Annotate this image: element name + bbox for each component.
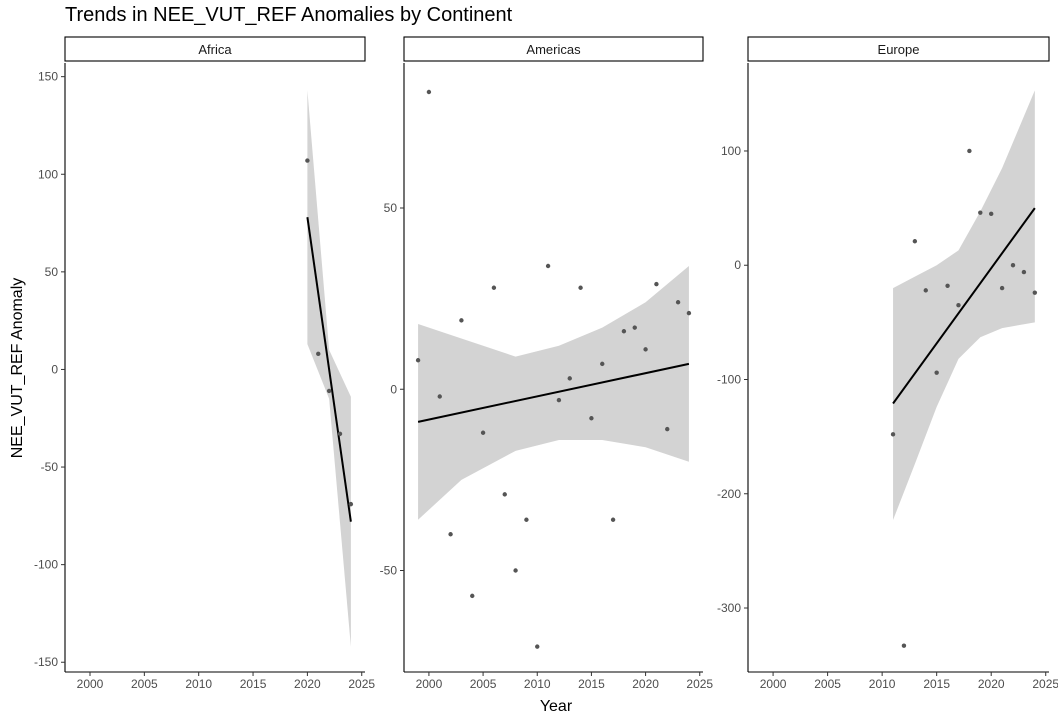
- data-point: [1032, 290, 1038, 295]
- facet-strip-label: Africa: [198, 42, 232, 57]
- y-tick-label: 150: [38, 70, 58, 84]
- x-tick-label: 2010: [185, 677, 212, 691]
- x-tick-label: 2010: [869, 677, 896, 691]
- x-tick-label: 2005: [814, 677, 841, 691]
- data-point: [589, 416, 594, 421]
- trend-line: [417, 362, 690, 423]
- x-tick-label: 2020: [632, 677, 659, 691]
- y-tick-label: -300: [717, 601, 741, 615]
- x-tick-label: 2020: [978, 677, 1005, 691]
- facet-strip-label: Americas: [526, 42, 581, 57]
- x-tick-label: 2000: [760, 677, 787, 691]
- y-tick-label: 100: [721, 144, 741, 158]
- data-point: [988, 211, 994, 217]
- x-tick-label: 2005: [470, 677, 497, 691]
- data-point: [934, 370, 939, 375]
- facet-panel-americas: Americas 2000 2005 2010 2015 2020 2025 -50 0 50: [380, 36, 713, 691]
- x-tick-label: 2025: [1032, 677, 1058, 691]
- data-point: [513, 568, 518, 573]
- data-point: [654, 281, 659, 287]
- y-tick-label: -50: [41, 460, 59, 474]
- facet-strip: [403, 36, 704, 62]
- data-point: [675, 300, 681, 305]
- facet-panel-europe: Europe 2000 2005 2010 2015 2020 2025 -300 -200 -1…: [717, 36, 1058, 691]
- data-point: [491, 285, 497, 290]
- data-point: [600, 361, 605, 367]
- data-point: [610, 517, 616, 522]
- facet-panel-africa: Africa 2000 2005 2010 2015 2020 2025 -150 -100 -5…: [34, 36, 375, 691]
- data-point: [1010, 263, 1016, 268]
- data-point: [415, 358, 421, 363]
- y-tick-label: 0: [390, 382, 397, 396]
- data-point: [999, 285, 1005, 291]
- data-point: [470, 593, 475, 599]
- y-tick-label: -50: [380, 564, 398, 578]
- y-tick-label: -200: [717, 487, 741, 501]
- data-point: [912, 239, 918, 244]
- trend-line: [306, 217, 352, 522]
- x-tick-label: 2015: [578, 677, 605, 691]
- data-point: [316, 351, 321, 357]
- data-point: [621, 329, 627, 334]
- data-point: [524, 517, 529, 522]
- x-tick-label: 2015: [923, 677, 950, 691]
- y-axis-title: NEE_VUT_REF Anomaly: [9, 278, 26, 459]
- data-point: [686, 310, 692, 316]
- facet-panels: Africa 2000 2005 2010 2015 2020 2025 -150 -100 -5…: [34, 36, 1058, 691]
- data-point: [567, 376, 572, 381]
- data-point: [578, 285, 583, 290]
- data-point: [535, 644, 540, 649]
- data-point: [480, 430, 486, 435]
- y-tick-label: -150: [34, 655, 58, 669]
- data-point: [348, 501, 354, 507]
- y-tick-label: 50: [45, 265, 59, 279]
- x-tick-label: 2015: [240, 677, 267, 691]
- trend-line: [892, 207, 1036, 405]
- data-point: [1021, 269, 1027, 275]
- data-point: [448, 532, 453, 537]
- y-tick-label: 0: [51, 362, 58, 376]
- data-point: [502, 492, 507, 497]
- y-tick-label: -100: [717, 372, 741, 386]
- x-tick-label: 2025: [348, 677, 375, 691]
- data-point: [437, 394, 442, 399]
- facet-strip: [64, 36, 366, 62]
- data-point: [923, 288, 928, 293]
- data-point: [556, 397, 562, 403]
- data-point: [978, 210, 983, 215]
- x-tick-label: 2025: [686, 677, 713, 691]
- data-point: [956, 303, 961, 308]
- data-point: [326, 388, 332, 394]
- data-point: [337, 431, 343, 437]
- y-tick-label: 0: [734, 258, 741, 272]
- data-point: [665, 426, 670, 432]
- y-tick-label: -100: [34, 558, 58, 572]
- x-tick-label: 2000: [416, 677, 443, 691]
- data-point: [545, 263, 551, 269]
- facet-strip-label: Europe: [878, 42, 920, 57]
- facet-strip: [747, 36, 1050, 62]
- data-point: [632, 325, 637, 330]
- data-point: [901, 643, 907, 648]
- x-axis-title: Year: [540, 698, 573, 715]
- data-point: [643, 347, 648, 352]
- chart-title: Trends in NEE_VUT_REF Anomalies by Conti…: [65, 4, 513, 26]
- data-point: [459, 318, 464, 323]
- data-point: [426, 89, 432, 95]
- x-tick-label: 2010: [524, 677, 551, 691]
- y-tick-label: 50: [384, 201, 398, 215]
- data-point: [305, 158, 310, 163]
- data-point: [890, 432, 896, 437]
- x-tick-label: 2020: [294, 677, 321, 691]
- x-tick-label: 2005: [131, 677, 158, 691]
- data-point: [945, 283, 950, 289]
- x-tick-label: 2000: [77, 677, 104, 691]
- data-point: [967, 148, 972, 154]
- y-tick-label: 100: [38, 167, 58, 181]
